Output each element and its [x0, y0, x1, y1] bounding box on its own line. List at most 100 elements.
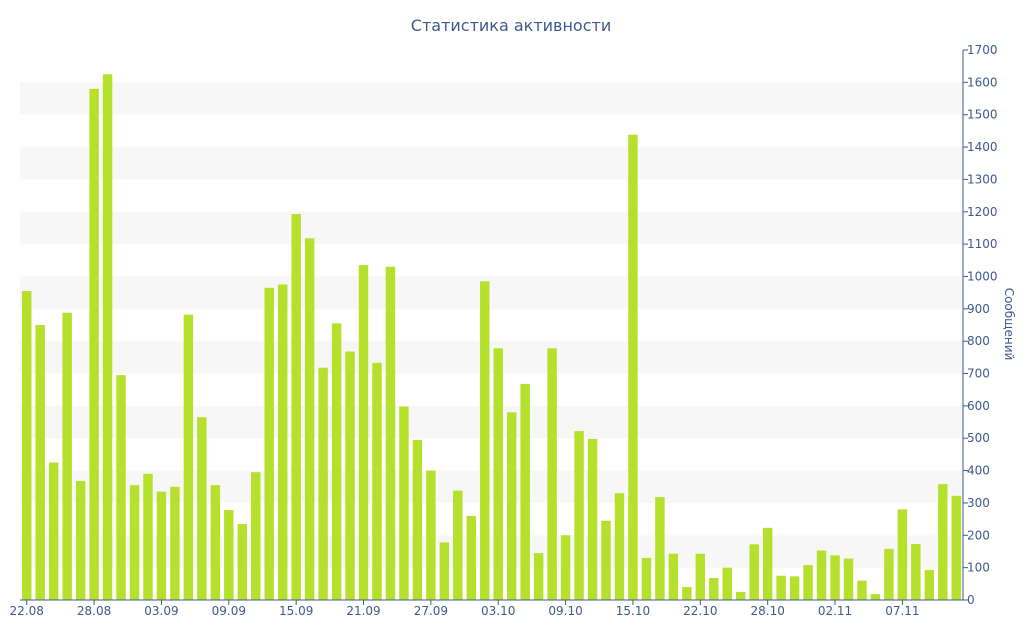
bar: [116, 375, 126, 600]
bar: [601, 520, 611, 600]
bar: [911, 544, 921, 600]
bar: [951, 495, 961, 600]
x-tick-label: 22.08: [10, 604, 44, 618]
bar: [453, 490, 463, 600]
bar: [210, 485, 221, 600]
bar: [695, 553, 706, 600]
bar: [224, 510, 234, 600]
y-tick-label: 0: [967, 593, 975, 607]
bar: [587, 438, 598, 600]
bar: [803, 565, 813, 600]
x-tick-label: 09.10: [548, 604, 582, 618]
y-tick-label: 100: [967, 561, 990, 575]
bar: [816, 550, 827, 600]
y-tick-label: 600: [967, 399, 990, 413]
y-tick-label: 1200: [967, 205, 998, 219]
bar: [776, 575, 786, 600]
grid-band: [20, 211, 963, 245]
x-tick-label: 28.10: [750, 604, 784, 618]
bar: [682, 587, 692, 600]
bar: [304, 238, 315, 600]
bar: [533, 553, 544, 600]
grid-bands: [20, 82, 963, 568]
bar: [251, 472, 261, 600]
y-tick-label: 900: [967, 302, 990, 316]
grid-band: [20, 341, 963, 374]
bar: [237, 523, 247, 600]
x-tick-label: 27.09: [414, 604, 448, 618]
bar: [762, 527, 773, 600]
bar: [264, 287, 274, 600]
y-tick-label: 1600: [967, 75, 998, 89]
x-tick-label: 03.10: [481, 604, 515, 618]
bar: [331, 323, 342, 600]
bar: [22, 291, 32, 600]
y-tick-label: 1300: [967, 172, 998, 186]
bar: [291, 214, 301, 600]
bar: [385, 266, 396, 600]
y-tick-label: 1400: [967, 140, 998, 154]
bar: [62, 312, 72, 600]
x-tick-label: 03.09: [144, 604, 178, 618]
grid-band: [20, 276, 963, 309]
bar: [924, 569, 935, 600]
axes: 22.08 28.08 03.09 09.09 15.09 21.09 27.09 03.10…: [10, 43, 998, 618]
bar: [48, 462, 59, 600]
x-tick-label: 02.11: [818, 604, 852, 618]
grid-band: [20, 405, 963, 439]
bar: [358, 265, 369, 600]
bar: [426, 470, 436, 600]
bar: [938, 484, 948, 600]
x-tick-label: 28.08: [77, 604, 111, 618]
y-tick-label: 1100: [967, 237, 998, 251]
y-tick-label: 500: [967, 431, 990, 445]
bar: [709, 578, 719, 600]
bar: [520, 383, 530, 600]
bar: [399, 406, 409, 600]
bar: [870, 594, 881, 600]
bar: [183, 314, 194, 600]
chart-title: Статистика активности: [411, 16, 611, 35]
y-tick-label: 1700: [967, 43, 998, 57]
bar: [372, 362, 382, 600]
bar: [897, 509, 908, 600]
bar: [668, 553, 679, 600]
bar: [506, 412, 517, 600]
x-tick-label: 09.09: [212, 604, 246, 618]
grid-band: [20, 82, 963, 115]
x-tick-label: 22.10: [683, 604, 717, 618]
bar: [466, 515, 477, 600]
x-tick-label: 21.09: [346, 604, 380, 618]
y-tick-label: 300: [967, 496, 990, 510]
bar: [493, 348, 503, 600]
bar: [614, 493, 625, 600]
bar: [197, 417, 207, 600]
y-tick-label: 200: [967, 528, 990, 542]
y-tick-label: 700: [967, 367, 990, 381]
bar: [749, 544, 759, 600]
bar: [789, 576, 800, 600]
bar: [628, 134, 638, 600]
bar: [574, 431, 584, 600]
bar: [843, 558, 854, 600]
bar: [170, 486, 180, 600]
y-tick-label: 800: [967, 334, 990, 348]
bar: [345, 351, 355, 600]
bar: [884, 548, 894, 600]
y-axis-label: Сообщений: [1002, 288, 1016, 361]
bar: [722, 567, 732, 600]
bar: [857, 580, 867, 600]
bar: [830, 555, 840, 600]
grid-band: [20, 147, 963, 180]
bar: [143, 473, 153, 600]
x-tick-label: 15.09: [279, 604, 313, 618]
bar: [641, 557, 652, 600]
bar: [318, 367, 328, 600]
bar: [439, 542, 450, 600]
y-tick-label: 400: [967, 464, 990, 478]
y-tick-label: 1500: [967, 108, 998, 122]
bar: [560, 535, 571, 600]
y-tick-label: 1000: [967, 269, 998, 283]
